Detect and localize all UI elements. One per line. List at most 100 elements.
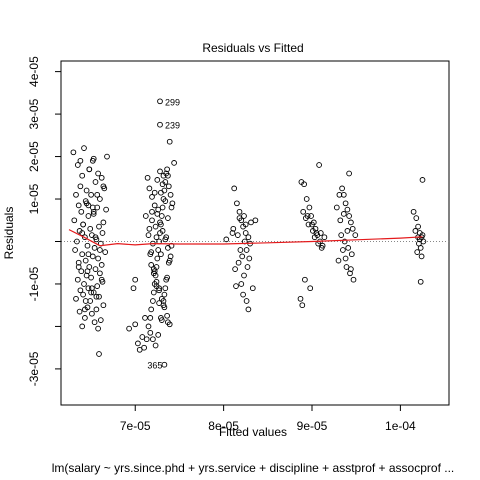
data-point — [72, 247, 78, 253]
data-point — [149, 208, 155, 215]
data-point — [83, 187, 90, 194]
data-point — [164, 312, 170, 319]
x-tick-label: 1e-04 — [385, 419, 416, 433]
data-point — [155, 247, 162, 253]
data-point — [299, 302, 306, 309]
data-point — [340, 247, 346, 253]
smoother-line — [68, 229, 423, 247]
data-point — [352, 232, 359, 238]
data-point — [78, 208, 85, 215]
data-point — [82, 298, 89, 304]
plot-frame — [60, 60, 450, 406]
data-point — [162, 198, 169, 204]
data-point — [243, 247, 250, 253]
data-point — [82, 257, 89, 264]
x-axis: 7e-05 8e-05 9e-05 1e-04 — [120, 404, 416, 433]
data-point — [84, 242, 91, 249]
data-point — [78, 268, 85, 275]
data-point — [102, 249, 109, 255]
data-point — [151, 202, 158, 209]
data-point — [100, 219, 107, 226]
data-point — [147, 251, 154, 258]
data-point — [156, 287, 162, 294]
data-point — [97, 317, 104, 323]
data-point — [97, 270, 103, 277]
data-point — [90, 211, 97, 217]
data-point — [154, 255, 161, 262]
data-point — [171, 160, 177, 166]
data-point — [234, 200, 240, 207]
data-point — [233, 283, 239, 289]
data-point — [316, 162, 322, 168]
data-point — [341, 238, 348, 245]
data-point — [236, 215, 243, 221]
data-point — [85, 285, 92, 292]
data-point — [95, 170, 101, 177]
data-point — [229, 230, 236, 236]
data-point — [309, 221, 315, 228]
data-point — [91, 319, 98, 326]
y-axis: -3e-05 -1e-05 1e-05 2e-05 3e-05 4e-05 — [27, 56, 62, 386]
data-point — [79, 251, 86, 258]
data-point — [160, 172, 167, 179]
data-point — [348, 219, 354, 226]
data-point — [158, 251, 164, 258]
data-point — [96, 351, 102, 357]
data-point — [345, 245, 352, 251]
point-annotation-label: 299 — [165, 97, 180, 107]
data-point — [100, 302, 107, 309]
data-point — [94, 283, 101, 289]
data-point — [304, 213, 311, 219]
data-point — [142, 315, 148, 321]
data-point — [319, 242, 326, 249]
data-point — [97, 196, 103, 202]
data-point — [157, 121, 163, 128]
data-point — [158, 317, 165, 323]
data-point — [160, 298, 167, 304]
data-point — [145, 232, 152, 238]
data-point — [342, 200, 349, 207]
data-point — [142, 213, 149, 219]
data-point — [347, 270, 353, 277]
data-point — [166, 138, 173, 145]
data-point — [344, 228, 351, 234]
data-point — [135, 340, 141, 347]
data-point — [223, 236, 230, 243]
data-point — [346, 213, 352, 219]
y-tick-label: -1e-05 — [27, 266, 41, 301]
data-point — [161, 291, 168, 298]
data-point — [89, 253, 96, 260]
data-point — [80, 221, 86, 228]
data-point — [246, 255, 253, 262]
data-point — [241, 272, 247, 279]
data-point — [305, 221, 312, 228]
data-point — [136, 346, 143, 353]
data-point — [243, 298, 250, 304]
data-point — [163, 234, 170, 241]
data-point — [238, 281, 245, 287]
data-point — [340, 211, 347, 217]
data-point — [77, 157, 84, 164]
point-annotation-label: 239 — [165, 121, 180, 131]
data-point — [340, 191, 347, 198]
data-point — [249, 285, 256, 292]
data-point — [242, 221, 249, 228]
data-point — [348, 251, 355, 258]
data-point — [248, 219, 254, 226]
data-point — [303, 196, 310, 202]
data-point — [413, 215, 420, 221]
data-point — [415, 223, 421, 230]
data-point — [96, 223, 102, 230]
data-point — [169, 200, 176, 207]
chart-title: Residuals vs Fitted — [202, 41, 303, 55]
data-point — [306, 204, 313, 211]
y-tick-label: -3e-05 — [27, 351, 41, 386]
data-point — [164, 166, 170, 173]
data-point — [414, 249, 421, 255]
data-point — [348, 266, 354, 272]
data-point — [252, 217, 259, 224]
data-point — [82, 234, 88, 241]
data-point — [104, 153, 110, 160]
data-point — [349, 225, 356, 232]
